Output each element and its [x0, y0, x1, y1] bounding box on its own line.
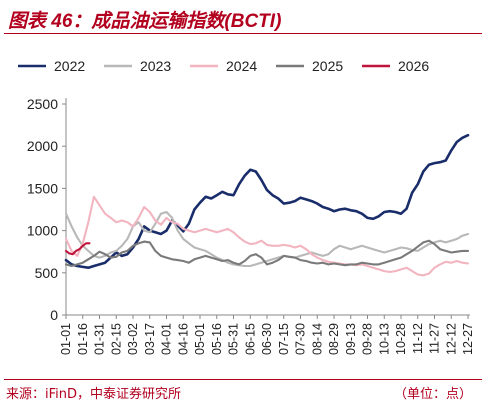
x-tick-label: 04-16 — [176, 323, 190, 355]
x-tick-label: 06-30 — [260, 323, 274, 355]
x-tick-label: 08-29 — [327, 323, 341, 355]
x-tick-label: 03-17 — [143, 323, 157, 355]
x-tick-label: 07-30 — [294, 323, 308, 355]
x-tick-label: 08-14 — [310, 323, 324, 355]
series-layer — [64, 133, 470, 277]
x-tick-label: 09-28 — [361, 323, 375, 355]
x-tick-label: 05-16 — [210, 323, 224, 355]
x-tick-label: 01-31 — [93, 323, 107, 355]
x-tick-label: 04-01 — [160, 323, 174, 355]
y-tick-label: 1000 — [27, 223, 58, 239]
legend-label-2024: 2024 — [226, 58, 257, 74]
line-chart: 2022 2023 2024 2025 2026 0 500 1000 1500 2000 250… — [18, 58, 475, 355]
legend-label-2025: 2025 — [312, 58, 343, 74]
title-divider — [4, 33, 482, 34]
x-tick-label: 09-13 — [344, 323, 358, 355]
x-tick-label: 11-27 — [428, 323, 442, 354]
x-tick-label: 06-15 — [243, 323, 257, 355]
x-tick-label: 10-28 — [394, 323, 408, 355]
x-tick-label: 11-12 — [411, 323, 425, 354]
series-line-2026 — [64, 242, 91, 256]
y-tick-label: 500 — [35, 265, 59, 281]
x-tick-label: 01-16 — [76, 323, 90, 355]
y-tick-label: 2500 — [27, 96, 58, 112]
legend-label-2023: 2023 — [140, 58, 171, 74]
legend-label-2022: 2022 — [54, 58, 85, 74]
y-tick-label: 2000 — [27, 138, 58, 154]
series-line-2022 — [64, 133, 470, 269]
x-tick-label: 12-27 — [461, 323, 475, 355]
series-line-2023 — [64, 210, 470, 268]
chart-axes: 0 500 1000 1500 2000 2500 01-01 01-16 01-31 02-15… — [27, 96, 475, 355]
legend-label-2026: 2026 — [398, 58, 429, 74]
source-note: 来源：iFinD，中泰证券研究所 — [6, 387, 182, 402]
footer-divider — [4, 379, 482, 380]
series-line-2024 — [64, 195, 470, 277]
chart-legend: 2022 2023 2024 2025 2026 — [18, 58, 429, 74]
x-tick-label: 10-13 — [377, 323, 391, 355]
x-tick-label: 03-02 — [126, 323, 140, 355]
unit-note: （单位：点） — [393, 387, 472, 402]
x-tick-label: 07-15 — [277, 323, 291, 355]
x-tick-label: 12-12 — [444, 323, 458, 355]
x-tick-label: 02-15 — [109, 323, 123, 355]
y-tick-label: 0 — [50, 307, 58, 323]
y-tick-label: 1500 — [27, 180, 58, 196]
x-tick-label: 01-01 — [59, 323, 73, 355]
series-line-2025 — [64, 239, 470, 268]
x-tick-label: 05-31 — [227, 323, 241, 355]
x-tick-label: 05-01 — [193, 323, 207, 355]
figure-title: 图表 46：成品油运输指数(BCTI) — [8, 11, 282, 32]
